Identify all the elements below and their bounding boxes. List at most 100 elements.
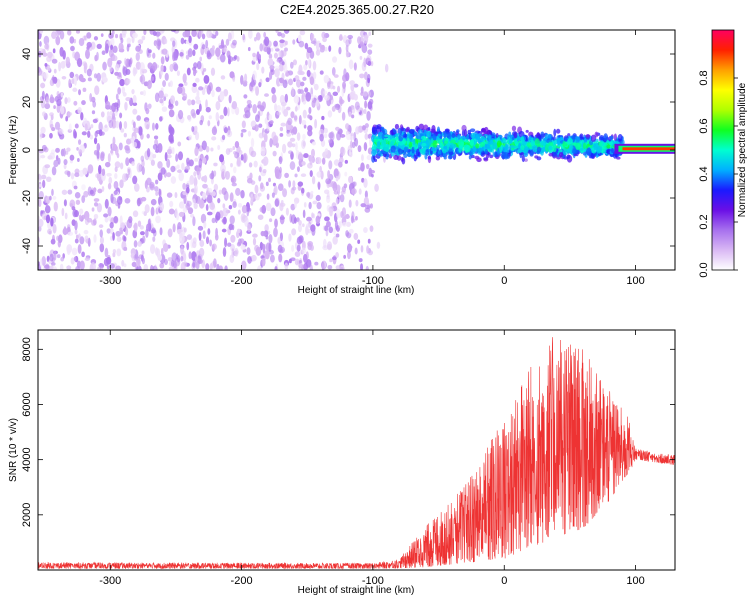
spectrogram-cell bbox=[447, 133, 452, 140]
spectrogram-cell bbox=[125, 227, 129, 236]
spectrogram-cell bbox=[44, 164, 51, 169]
spectrogram-cell bbox=[339, 194, 345, 203]
x-tick-label: -200 bbox=[231, 575, 253, 587]
spectrogram-cell bbox=[175, 153, 179, 162]
spectrogram-cell bbox=[115, 33, 119, 39]
spectrogram-cell bbox=[320, 44, 325, 51]
spectrogram-cell bbox=[350, 215, 354, 224]
spectrogram-cell bbox=[266, 122, 270, 132]
spectrogram-cell bbox=[383, 134, 389, 138]
spectrogram-cell bbox=[344, 214, 350, 219]
spectrogram-cell bbox=[168, 266, 175, 270]
spectrogram-cell bbox=[324, 148, 329, 155]
spectrogram-cell bbox=[258, 53, 261, 60]
spectrogram-cell bbox=[201, 33, 206, 40]
spectrogram-cell bbox=[160, 167, 166, 175]
spectrogram-cell bbox=[279, 214, 285, 225]
spectrogram-cell bbox=[218, 265, 224, 270]
spectrogram-cell bbox=[198, 103, 202, 112]
spectrogram-cell bbox=[308, 201, 312, 210]
spectrogram-cell bbox=[395, 136, 399, 144]
spectrogram-cell bbox=[270, 47, 274, 52]
spectrogram-cell bbox=[41, 144, 47, 151]
spectrogram-cell bbox=[40, 126, 46, 134]
spectrogram-cell bbox=[98, 121, 103, 132]
spectrogram-cell bbox=[204, 84, 208, 89]
spectrogram-cell bbox=[243, 94, 248, 99]
spectrogram-cell bbox=[268, 177, 271, 183]
spectrogram-cell bbox=[166, 148, 173, 155]
spectrogram-cell bbox=[306, 69, 311, 77]
spectrogram-cell bbox=[60, 92, 64, 98]
spectrogram-cell bbox=[67, 189, 73, 195]
spectrogram-cell bbox=[78, 233, 81, 240]
spectrogram-cell bbox=[111, 55, 118, 62]
spectrogram-cell bbox=[351, 106, 356, 114]
spectrogram-cell bbox=[263, 31, 267, 38]
spectrogram-cell bbox=[167, 257, 173, 262]
spectrogram-cell bbox=[150, 264, 154, 270]
spectrogram-cell bbox=[308, 106, 312, 115]
spectrogram-cell bbox=[133, 183, 140, 192]
spectrogram-cell bbox=[299, 81, 305, 87]
spectrogram-cell bbox=[77, 107, 82, 115]
spectrogram-cell bbox=[170, 95, 175, 105]
spectrogram-cell bbox=[344, 159, 348, 164]
spectrogram-cell bbox=[64, 212, 68, 220]
spectrogram-cell bbox=[87, 77, 92, 82]
spectrogram-cell bbox=[41, 256, 46, 266]
spectrogram-cell bbox=[78, 37, 85, 47]
spectrogram-cell bbox=[131, 89, 135, 95]
spectrogram-cell bbox=[102, 76, 108, 83]
spectrogram-cell bbox=[120, 128, 125, 133]
spectrogram-cell bbox=[119, 215, 123, 226]
spectrogram-cell bbox=[298, 219, 302, 226]
spectrogram-cell bbox=[244, 217, 249, 227]
spectrogram-cell bbox=[139, 225, 144, 230]
spectrogram-cell bbox=[113, 190, 118, 196]
spectrogram-cell bbox=[355, 199, 359, 207]
spectrogram-cell bbox=[252, 70, 257, 81]
spectrogram-cell bbox=[562, 143, 568, 147]
spectrogram-cell bbox=[215, 112, 220, 122]
spectrogram-cell bbox=[74, 76, 77, 86]
spectrogram-cell bbox=[390, 145, 396, 154]
spectrogram-cell bbox=[425, 149, 430, 156]
spectrogram-cell bbox=[363, 226, 368, 234]
spectrogram-cell bbox=[503, 151, 509, 160]
spectrogram-cell bbox=[168, 124, 173, 133]
spectrogram-cell bbox=[425, 138, 432, 147]
spectrogram-cell bbox=[80, 77, 86, 83]
spectrogram-cell bbox=[160, 247, 164, 256]
spectrogram-cell bbox=[162, 80, 166, 88]
spectrogram-cell bbox=[99, 229, 103, 238]
spectrogram-cell bbox=[282, 188, 288, 198]
spectrogram-cell bbox=[529, 150, 534, 157]
spectrogram-cell bbox=[159, 116, 163, 122]
spectrogram-cell bbox=[311, 175, 316, 185]
spectrogram-cell bbox=[142, 235, 146, 244]
spectrogram-cell bbox=[585, 134, 591, 138]
spectrogram-cell bbox=[40, 98, 46, 109]
spectrogram-cell bbox=[327, 169, 331, 179]
spectrogram-cell bbox=[241, 128, 247, 133]
spectrogram-cell bbox=[50, 217, 54, 227]
spectrogram-cell bbox=[483, 158, 489, 162]
spectrogram-cell bbox=[142, 89, 147, 97]
spectrogram-cell bbox=[283, 108, 289, 117]
spectrogram-cell bbox=[124, 101, 128, 111]
spectrogram-cell bbox=[294, 75, 300, 82]
spectrogram-cell bbox=[169, 200, 174, 208]
spectrogram-cell bbox=[521, 139, 527, 147]
spectrogram-cell bbox=[548, 141, 554, 147]
spectrogram-cell bbox=[297, 166, 300, 172]
spectrogram-cell bbox=[191, 30, 197, 38]
spectrogram-cell bbox=[327, 265, 333, 270]
spectrogram-cell bbox=[269, 138, 273, 148]
spectrogram-cell bbox=[93, 36, 99, 41]
spectrogram-cell bbox=[284, 47, 288, 52]
spectrogram-cell bbox=[124, 145, 129, 151]
spectrogram-cell bbox=[555, 128, 561, 134]
spectrogram-cell bbox=[281, 50, 287, 57]
spectrogram-cell bbox=[55, 154, 59, 161]
